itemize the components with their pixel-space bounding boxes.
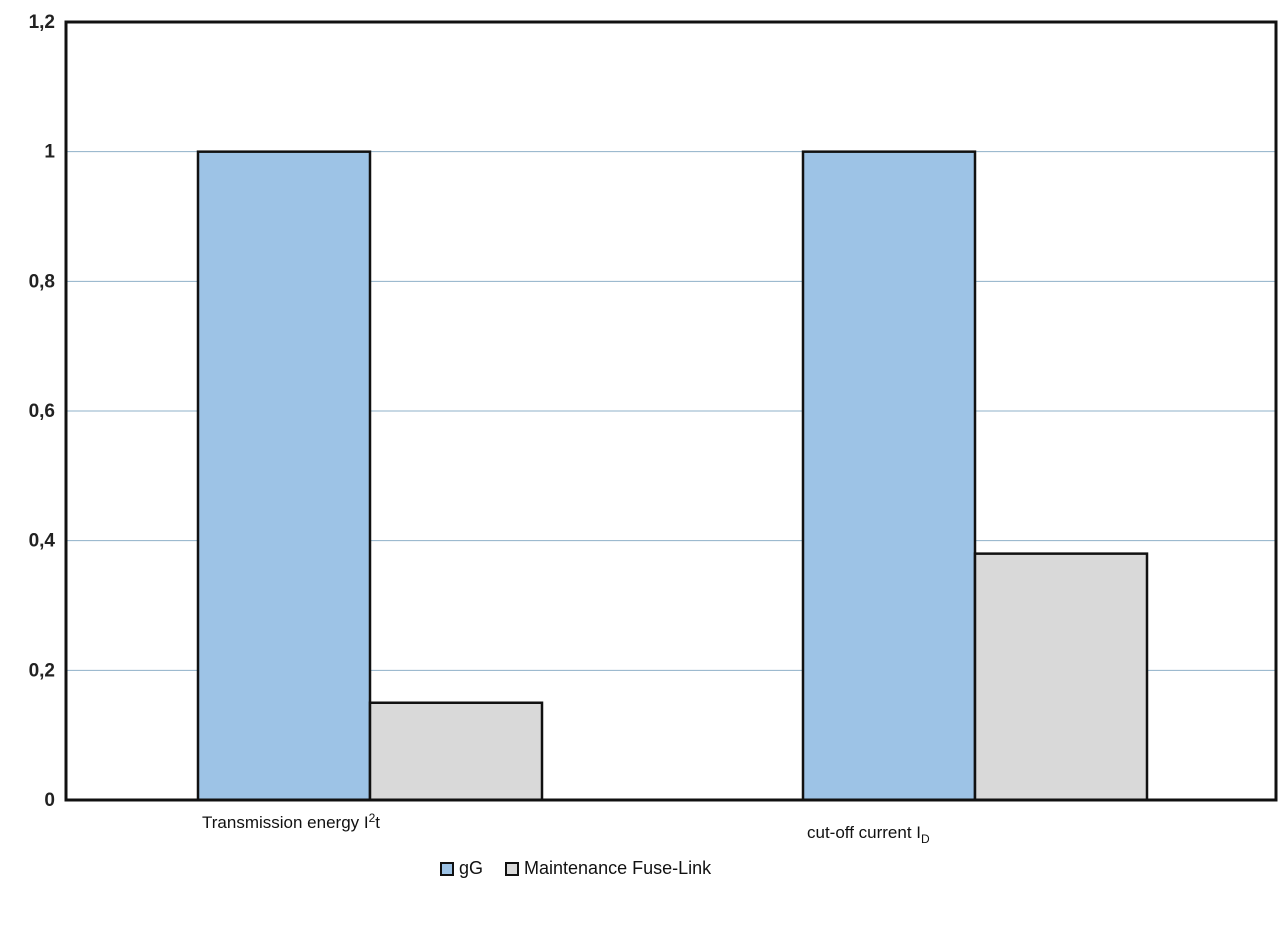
y-tick-label: 0,4: [29, 531, 56, 552]
legend-label-gg: gG: [459, 858, 484, 878]
legend-swatch-maintenance: [505, 861, 520, 876]
y-tick-label: 1: [44, 142, 55, 163]
bar-gg-0: [196, 150, 372, 802]
legend-item-gg: gG: [440, 858, 483, 879]
y-tick-label: 0,6: [29, 401, 55, 422]
plot-frame: [64, 20, 1278, 802]
y-tick-label: 1,2: [29, 12, 55, 33]
axis-layer: [64, 20, 1278, 802]
bar-layer: [196, 150, 1149, 802]
x-category-label: cut-off current ID: [807, 823, 930, 846]
bar-maintenance-0: [368, 701, 544, 802]
y-tick-label: 0: [44, 790, 55, 811]
bar-gg-1: [801, 150, 977, 802]
legend: gG Maintenance Fuse-Link: [440, 858, 733, 879]
bar-maintenance-1: [973, 552, 1149, 802]
y-tick-label: 0,8: [29, 271, 55, 292]
label-layer: 0 0,2 0,4 0,6 0,8 1 1,2 Transmission energy I2t…: [29, 12, 930, 846]
legend-item-maintenance: Maintenance Fuse-Link: [505, 858, 711, 879]
x-category-label: Transmission energy I2t: [202, 811, 380, 832]
legend-swatch-gg: [440, 861, 454, 876]
legend-label-maintenance: Maintenance Fuse-Link: [524, 858, 712, 878]
y-tick-label: 0,2: [29, 660, 55, 681]
